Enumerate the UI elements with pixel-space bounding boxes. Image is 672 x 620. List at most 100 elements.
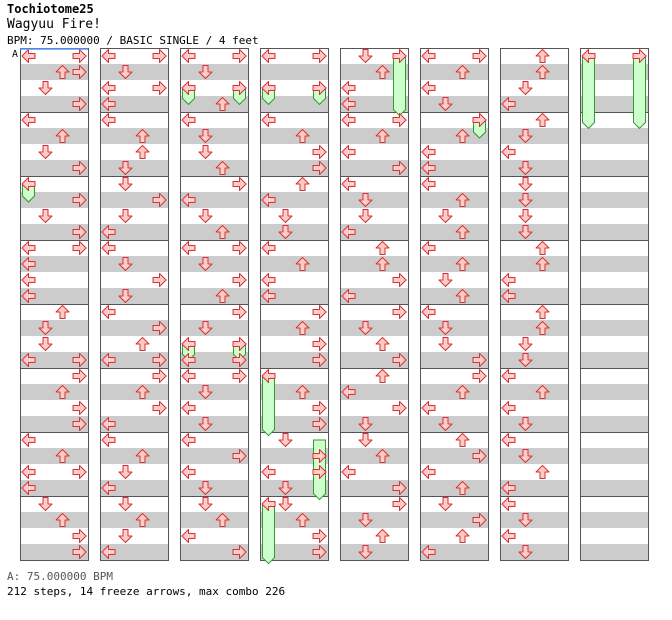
beat-band — [580, 448, 648, 464]
right-arrow-icon — [152, 49, 167, 63]
up-arrow-icon — [135, 337, 150, 351]
beat-band — [420, 256, 488, 272]
down-arrow-icon — [358, 193, 373, 207]
beat-band — [180, 320, 248, 336]
up-arrow-icon — [455, 257, 470, 271]
bpm-marker-label: A — [12, 49, 18, 60]
left-arrow-icon — [261, 49, 276, 63]
beat-band — [340, 224, 408, 240]
left-arrow-icon — [421, 465, 436, 479]
beat-band — [260, 224, 328, 240]
column-border — [580, 48, 649, 561]
beat-band — [500, 544, 568, 560]
beat-band — [100, 320, 168, 336]
beat-band — [100, 544, 168, 560]
left-arrow-icon — [341, 465, 356, 479]
step-stats: 212 steps, 14 freeze arrows, max combo 2… — [7, 585, 286, 598]
down-arrow-icon — [198, 257, 213, 271]
right-arrow-icon — [392, 113, 407, 127]
chart-column — [260, 48, 329, 565]
left-arrow-icon — [341, 385, 356, 399]
beat-band — [500, 512, 568, 528]
beat-band — [100, 224, 168, 240]
left-arrow-icon — [261, 81, 276, 95]
beat-band — [100, 480, 168, 496]
beat-band — [100, 448, 168, 464]
left-arrow-icon — [181, 465, 196, 479]
right-arrow-icon — [312, 305, 327, 319]
beat-band — [340, 160, 408, 176]
beat-band — [580, 512, 648, 528]
beat-band — [580, 288, 648, 304]
beat-band — [20, 64, 88, 80]
down-arrow-icon — [198, 481, 213, 495]
down-arrow-icon — [518, 337, 533, 351]
right-arrow-icon — [232, 81, 247, 95]
left-arrow-icon — [101, 113, 116, 127]
beat-band — [180, 256, 248, 272]
left-arrow-icon — [421, 145, 436, 159]
left-arrow-icon — [261, 369, 276, 383]
right-arrow-icon — [392, 401, 407, 415]
beat-band — [100, 352, 168, 368]
down-arrow-icon — [518, 81, 533, 95]
beat-band — [500, 224, 568, 240]
left-arrow-icon — [21, 481, 36, 495]
freeze-arrow — [262, 503, 275, 565]
up-arrow-icon — [535, 65, 550, 79]
right-arrow-icon — [312, 337, 327, 351]
right-arrow-icon — [152, 321, 167, 335]
down-arrow-icon — [518, 513, 533, 527]
down-arrow-icon — [518, 353, 533, 367]
down-arrow-icon — [518, 449, 533, 463]
right-arrow-icon — [72, 545, 87, 559]
up-arrow-icon — [375, 449, 390, 463]
beat-band — [20, 160, 88, 176]
song-title: Wagyuu Fire! — [7, 17, 101, 32]
chart-info: BPM: 75.000000 / BASIC SINGLE / 4 feet — [7, 34, 259, 47]
left-arrow-icon — [181, 353, 196, 367]
beat-band — [500, 96, 568, 112]
down-arrow-icon — [278, 433, 293, 447]
left-arrow-icon — [421, 241, 436, 255]
right-arrow-icon — [232, 449, 247, 463]
down-arrow-icon — [118, 161, 133, 175]
left-arrow-icon — [21, 49, 36, 63]
freeze-arrow — [582, 55, 595, 130]
left-arrow-icon — [501, 433, 516, 447]
down-arrow-icon — [118, 529, 133, 543]
beat-band — [260, 256, 328, 272]
left-arrow-icon — [501, 97, 516, 111]
left-arrow-icon — [181, 113, 196, 127]
beat-band — [420, 320, 488, 336]
left-arrow-icon — [501, 289, 516, 303]
beat-band — [260, 416, 328, 432]
left-arrow-icon — [181, 369, 196, 383]
column-border — [420, 48, 489, 561]
beat-band — [20, 96, 88, 112]
left-arrow-icon — [501, 497, 516, 511]
down-arrow-icon — [358, 321, 373, 335]
right-arrow-icon — [632, 49, 647, 63]
beat-band — [340, 128, 408, 144]
up-arrow-icon — [535, 385, 550, 399]
beat-band — [20, 352, 88, 368]
beat-band — [260, 64, 328, 80]
down-arrow-icon — [438, 209, 453, 223]
left-arrow-icon — [421, 177, 436, 191]
right-arrow-icon — [152, 401, 167, 415]
right-arrow-icon — [72, 241, 87, 255]
right-arrow-icon — [472, 353, 487, 367]
beat-band — [500, 64, 568, 80]
left-arrow-icon — [261, 193, 276, 207]
up-arrow-icon — [295, 513, 310, 527]
beat-band — [580, 160, 648, 176]
right-arrow-icon — [72, 193, 87, 207]
beat-band — [580, 480, 648, 496]
beat-band — [100, 160, 168, 176]
up-arrow-icon — [295, 129, 310, 143]
up-arrow-icon — [375, 529, 390, 543]
down-arrow-icon — [38, 145, 53, 159]
right-arrow-icon — [72, 97, 87, 111]
freeze-arrow — [262, 375, 275, 437]
